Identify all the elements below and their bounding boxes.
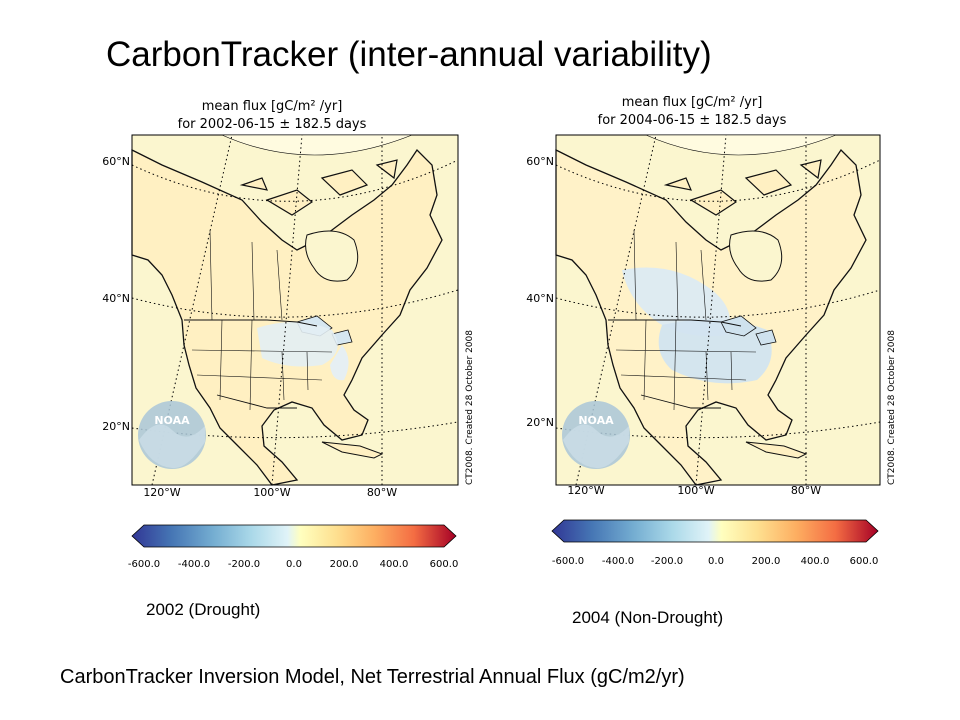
colorbar-tick: 200.0 bbox=[752, 556, 781, 567]
noaa-logo: NOAA bbox=[562, 401, 630, 469]
map-title-line1: mean flux [gC/m² /yr] bbox=[202, 99, 343, 114]
flux-map-2002: mean flux [gC/m² /yr] for 2002-06-15 ± 1… bbox=[102, 99, 475, 570]
colorbar-tick: -400.0 bbox=[602, 556, 634, 567]
colorbar-tick: 400.0 bbox=[380, 559, 409, 570]
colorbar: -600.0 -400.0 -200.0 0.0 200.0 400.0 600… bbox=[551, 519, 879, 567]
year-label-2004: 2004 (Non-Drought) bbox=[572, 608, 724, 627]
noaa-logo-text: NOAA bbox=[154, 414, 190, 427]
colorbar-tick: 0.0 bbox=[708, 556, 724, 567]
lat-tick-20: 20°N bbox=[102, 420, 130, 433]
colorbar: -600.0 -400.0 -200.0 0.0 200.0 400.0 600… bbox=[128, 524, 459, 570]
noaa-logo-text: NOAA bbox=[578, 414, 614, 427]
noaa-logo: NOAA bbox=[138, 401, 206, 469]
lon-tick-80w: 80°W bbox=[791, 484, 821, 497]
lon-tick-100w: 100°W bbox=[677, 484, 714, 497]
colorbar-tick: -200.0 bbox=[651, 556, 683, 567]
lat-tick-20: 20°N bbox=[526, 416, 554, 429]
colorbar-tick: 400.0 bbox=[801, 556, 830, 567]
map-title-line2: for 2004-06-15 ± 182.5 days bbox=[598, 113, 787, 128]
lon-tick-100w: 100°W bbox=[253, 486, 290, 499]
lat-tick-60: 60°N bbox=[526, 155, 554, 168]
colorbar-tick: -400.0 bbox=[178, 559, 210, 570]
lon-tick-80w: 80°W bbox=[367, 486, 397, 499]
map-panel-2002: mean flux [gC/m² /yr] for 2002-06-15 ± 1… bbox=[92, 90, 475, 590]
lon-tick-120w: 120°W bbox=[567, 484, 604, 497]
colorbar-tick: 200.0 bbox=[330, 559, 359, 570]
colorbar-tick: -600.0 bbox=[128, 559, 160, 570]
lon-tick-120w: 120°W bbox=[143, 486, 180, 499]
map-credit: CT2008. Created 28 October 2008 bbox=[465, 330, 475, 485]
colorbar-tick: -200.0 bbox=[228, 559, 260, 570]
year-label-2002: 2002 (Drought) bbox=[146, 600, 261, 619]
map-title-line2: for 2002-06-15 ± 182.5 days bbox=[178, 117, 367, 132]
lat-tick-60: 60°N bbox=[102, 155, 130, 168]
slide-footer: CarbonTracker Inversion Model, Net Terre… bbox=[60, 666, 685, 688]
map-credit: CT2008. Created 28 October 2008 bbox=[887, 330, 897, 485]
colorbar-tick: -600.0 bbox=[552, 556, 584, 567]
colorbar-tick: 600.0 bbox=[430, 559, 459, 570]
lat-tick-40: 40°N bbox=[102, 292, 130, 305]
colorbar-tick: 600.0 bbox=[850, 556, 879, 567]
lat-tick-40: 40°N bbox=[526, 292, 554, 305]
map-panel-2004: mean flux [gC/m² /yr] for 2004-06-15 ± 1… bbox=[512, 90, 897, 590]
slide-title: CarbonTracker (inter-annual variability) bbox=[106, 35, 712, 74]
flux-map-2004: mean flux [gC/m² /yr] for 2004-06-15 ± 1… bbox=[526, 95, 897, 567]
map-title-line1: mean flux [gC/m² /yr] bbox=[622, 95, 763, 110]
colorbar-tick: 0.0 bbox=[286, 559, 302, 570]
